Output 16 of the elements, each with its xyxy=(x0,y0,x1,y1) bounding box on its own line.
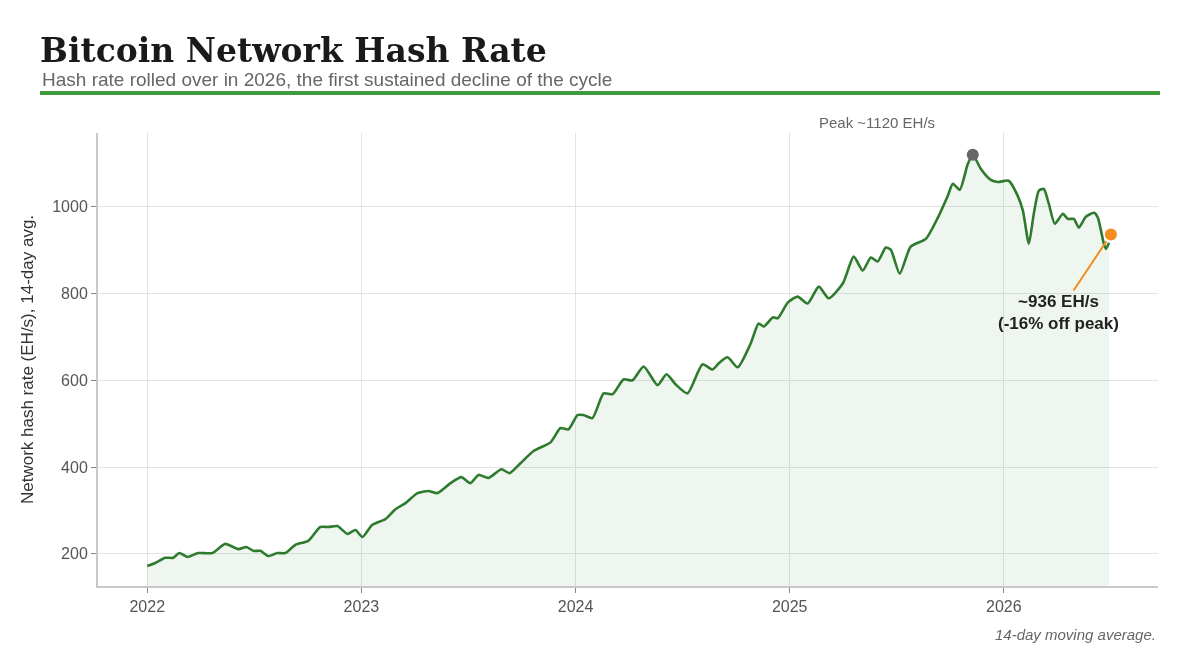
annotation: ~936 EH/s (-16% off peak) xyxy=(998,292,1119,334)
text: Peak ~1120 EH/s xyxy=(819,114,936,131)
x-tick-label: 2023 xyxy=(343,598,380,616)
y-tick-label: 600 xyxy=(61,371,88,389)
x-tick-label: 2022 xyxy=(129,598,166,616)
y-tick-label: 1000 xyxy=(52,198,88,216)
x-tick-label: 2026 xyxy=(986,598,1022,616)
y-tick-label: 800 xyxy=(61,285,88,303)
x-tick-label: 2025 xyxy=(771,598,808,616)
chart-subtitle: Hash rate rolled over in 2026, the first sustained decline of the cycle xyxy=(42,69,613,90)
text: 14-day moving average. xyxy=(995,626,1156,643)
chart-title: Bitcoin Network Hash Rate xyxy=(40,30,547,70)
y-axis-title: Network hash rate (EH/s), 14-day avg. xyxy=(18,214,38,505)
x-tick-label: 2024 xyxy=(557,598,594,616)
y-tick-label: 200 xyxy=(61,545,88,563)
y-tick-label: 400 xyxy=(61,458,88,476)
